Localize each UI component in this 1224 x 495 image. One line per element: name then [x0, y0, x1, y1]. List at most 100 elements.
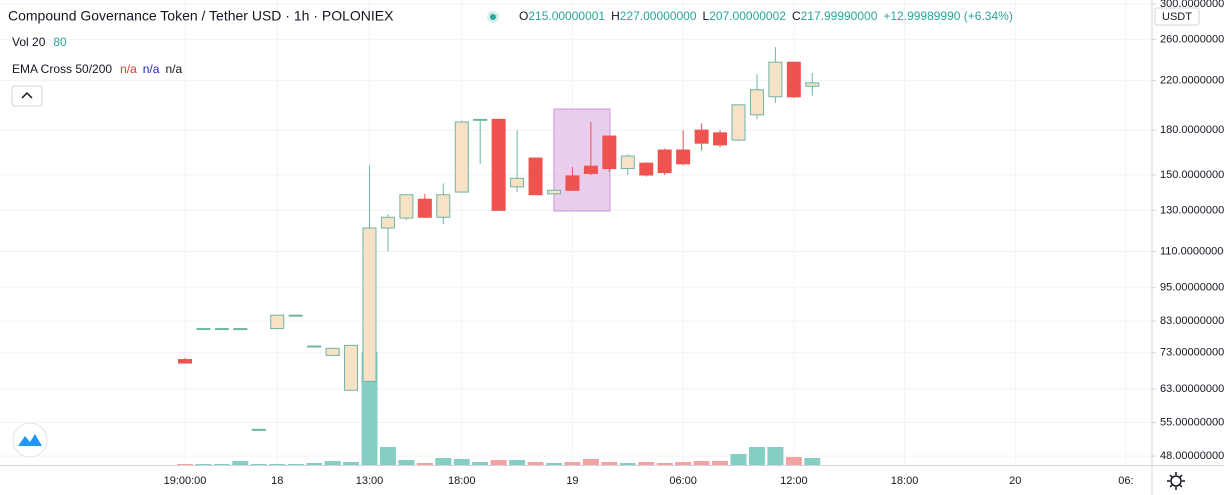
ohlc-key: C: [792, 9, 801, 23]
volume-bar: [453, 459, 470, 465]
currency-label: USDT: [1162, 11, 1192, 23]
candle-body: [547, 189, 561, 195]
candle-body: [270, 314, 285, 330]
logo-icon: [18, 434, 42, 446]
y-tick-label: 180.00000000: [1160, 124, 1224, 136]
chart-title: Compound Governance Token / Tether USD ·…: [8, 8, 394, 24]
y-tick-label: 110.00000000: [1160, 245, 1224, 257]
candle-body: [602, 135, 617, 170]
logo-button[interactable]: [12, 422, 48, 458]
volume-bar: [804, 458, 821, 465]
ohlc-value: 217.99990000: [801, 9, 878, 23]
ohlc-value: 207.00000002: [709, 9, 786, 23]
volume-bar: [564, 462, 581, 465]
candle-body: [528, 157, 543, 196]
volume-bar: [582, 459, 599, 465]
change-value: +12.99989990 (+6.34%): [883, 9, 1012, 23]
candle-layer: [178, 47, 820, 431]
volume-bar: [250, 464, 267, 465]
study-value: n/a: [165, 62, 182, 76]
ohlc-key: H: [611, 9, 620, 23]
volume-bar: [785, 457, 802, 465]
y-tick-label: 220.00000000: [1160, 74, 1224, 86]
candle-body: [805, 82, 820, 87]
candle-body: [454, 121, 469, 193]
volume-bar: [232, 461, 249, 465]
collapse-icon: [21, 91, 33, 99]
candle-body: [288, 314, 303, 317]
collapse-button[interactable]: [11, 85, 43, 107]
candle-body: [676, 149, 691, 165]
x-tick-label: 20: [1009, 475, 1021, 487]
y-tick-label: 130.00000000: [1160, 204, 1224, 216]
candle-body: [380, 216, 395, 229]
price-axis: 48.00000000 55.00000000 63.00000000 73.0000…: [1152, 0, 1224, 462]
volume-bar: [693, 461, 710, 465]
x-tick-label: 19: [566, 475, 578, 487]
candle-body: [694, 129, 709, 144]
x-tick-label: 06:00: [669, 475, 697, 487]
candle-body: [620, 155, 635, 170]
y-tick-label: 150.00000000: [1160, 169, 1224, 181]
volume-bar: [619, 463, 636, 465]
y-tick-label: 260.00000000: [1160, 33, 1224, 45]
candle-body: [583, 165, 598, 174]
rectangle-drawing[interactable]: [553, 108, 611, 212]
ohlc-key: O: [519, 9, 528, 23]
candle-body: [639, 162, 654, 176]
volume-bar: [195, 464, 212, 465]
ohlc-value: 227.00000000: [620, 9, 697, 23]
y-tick-label: 95.00000000: [1160, 282, 1224, 294]
candle-body: [565, 175, 580, 191]
x-tick-label: 18:00: [891, 475, 919, 487]
study-value: 80: [53, 35, 67, 49]
candle-body: [713, 132, 728, 146]
x-tick-label: 06:: [1118, 475, 1133, 487]
volume-bar: [712, 461, 729, 465]
x-tick-label: 19:00:00: [164, 475, 207, 487]
settings-icon[interactable]: [1170, 475, 1182, 487]
volume-bar: [306, 463, 323, 465]
candle-body: [749, 89, 764, 116]
volume-bar: [435, 458, 452, 465]
volume-bar: [379, 447, 396, 465]
study-name: Vol 20: [12, 35, 46, 49]
volume-bar: [509, 460, 526, 465]
volume-bar: [472, 462, 489, 465]
ohlc-key: L: [703, 9, 710, 23]
volume-bar: [269, 464, 286, 465]
volume-bar: [748, 447, 765, 465]
volume-bar: [416, 463, 433, 465]
volume-bar: [730, 454, 747, 465]
candle-body: [325, 347, 340, 356]
ohlc-value: 215.00000001: [528, 9, 605, 23]
candle-body: [362, 227, 377, 382]
volume-bar: [675, 462, 692, 465]
grid: [0, 0, 1152, 465]
header: Compound Governance Token / Tether USD ·…: [8, 8, 1013, 76]
volume-bar: [343, 462, 360, 465]
market-status: [487, 11, 499, 23]
x-tick-label: 12:00: [780, 475, 808, 487]
candle-body: [510, 177, 525, 188]
volume-bar: [601, 462, 618, 465]
y-tick-label: 55.00000000: [1160, 416, 1224, 428]
candle-body: [657, 149, 672, 174]
candle-body: [178, 359, 192, 364]
volume-bar: [656, 463, 673, 465]
volume-bar: [287, 464, 304, 465]
x-tick-label: 13:00: [356, 475, 384, 487]
volume-bar: [638, 462, 655, 465]
volume-bar: [213, 464, 230, 465]
y-tick-label: 63.00000000: [1160, 383, 1224, 395]
candle-body: [473, 118, 488, 121]
currency-badge: [1154, 7, 1200, 26]
candle-body: [731, 104, 746, 141]
volume-bar: [324, 461, 341, 465]
y-tick-label: 48.00000000: [1160, 450, 1224, 462]
candle-body: [491, 118, 506, 211]
study-value: n/a: [143, 62, 160, 76]
candle-body: [196, 328, 211, 331]
